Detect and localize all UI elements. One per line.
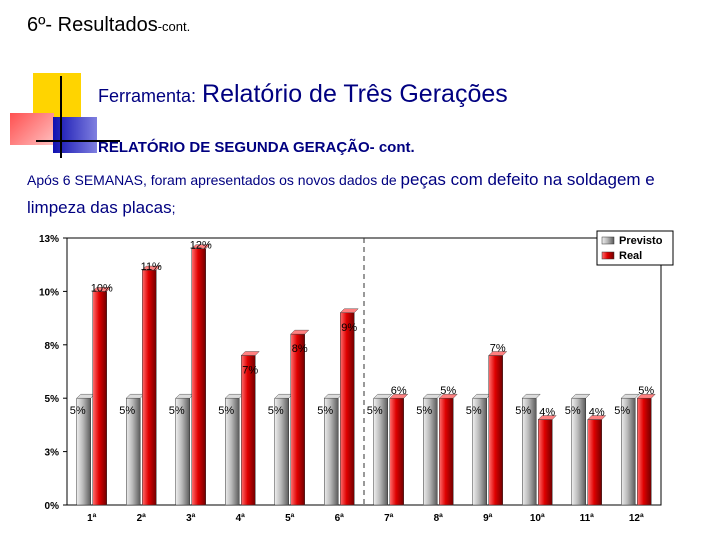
- y-tick-label: 3%: [45, 448, 60, 459]
- bar-previsto-top: [422, 393, 442, 399]
- data-label-previsto: 5%: [367, 405, 383, 417]
- legend-swatch: [601, 251, 615, 260]
- bar-real: [637, 397, 652, 506]
- bar-real-top: [339, 308, 359, 313]
- data-label-previsto: 5%: [317, 405, 333, 417]
- data-label-real: 4%: [539, 407, 555, 419]
- data-label-real: 6%: [391, 385, 407, 397]
- y-tick-label: 13%: [39, 234, 59, 245]
- description-part-1: Após 6 SEMANAS, foram apresentados os no…: [27, 172, 401, 188]
- bar-real: [488, 355, 503, 506]
- y-tick-label: 10%: [39, 287, 59, 298]
- y-tick-label: 5%: [45, 394, 60, 405]
- bar-real-top: [587, 415, 607, 420]
- tool-line: Ferramenta: Relatório de Três Gerações: [98, 80, 508, 109]
- bar-real-top: [92, 287, 112, 292]
- data-label-previsto: 5%: [565, 405, 581, 417]
- bar-real: [587, 419, 602, 506]
- legend-box: [596, 230, 674, 266]
- legend-swatch: [601, 236, 615, 245]
- y-tick-label: 0%: [45, 501, 60, 512]
- x-tick-label: 3ª: [186, 513, 196, 524]
- data-label-previsto: 5%: [218, 405, 234, 417]
- data-label-real: 7%: [242, 364, 258, 376]
- tool-name: Relatório de Três Gerações: [202, 80, 508, 108]
- bar-real: [538, 419, 553, 506]
- bar-previsto-top: [76, 393, 96, 399]
- bar-real-top: [389, 393, 409, 399]
- x-tick-label: 6ª: [335, 513, 345, 524]
- data-label-previsto: 5%: [268, 405, 284, 417]
- bar-real: [142, 269, 157, 506]
- section-subtitle: RELATÓRIO DE SEGUNDA GERAÇÃO- cont.: [98, 139, 415, 156]
- x-tick-label: 1ª: [87, 513, 97, 524]
- data-label-real: 4%: [589, 407, 605, 419]
- x-tick-label: 8ª: [434, 513, 444, 524]
- x-tick-label: 4ª: [236, 513, 246, 524]
- bar-real-top: [191, 244, 211, 249]
- bar-previsto-top: [472, 393, 492, 399]
- bar-previsto-top: [521, 393, 541, 399]
- bar-real-top: [636, 393, 656, 399]
- yellow-accent-square: [33, 73, 81, 119]
- description-part-3: ;: [171, 200, 176, 216]
- bar-previsto-top: [323, 393, 343, 399]
- data-label-real: 11%: [141, 261, 162, 273]
- bar-real-top: [438, 393, 458, 399]
- x-tick-label: 5ª: [285, 513, 295, 524]
- x-tick-label: 10ª: [530, 513, 545, 524]
- bar-real-top: [141, 265, 161, 271]
- bar-real: [92, 291, 107, 506]
- bar-previsto-top: [373, 393, 393, 399]
- accent-horizontal-line: [36, 140, 120, 142]
- bar-real-top: [240, 351, 260, 356]
- description-part-2: peças com defeito na soldagem e limpeza …: [27, 170, 655, 217]
- accent-vertical-line: [60, 76, 62, 158]
- slide-title-suffix: -cont.: [157, 19, 191, 34]
- data-label-previsto: 5%: [515, 405, 531, 417]
- bar-real: [389, 397, 404, 506]
- x-tick-label: 2ª: [137, 513, 147, 524]
- data-label-previsto: 5%: [169, 405, 185, 417]
- data-label-previsto: 5%: [70, 405, 86, 417]
- data-label-real: 5%: [638, 385, 654, 397]
- bar-previsto-top: [571, 393, 591, 399]
- data-label-real: 12%: [190, 240, 212, 252]
- bar-real: [191, 248, 206, 506]
- x-tick-label: 7ª: [384, 513, 394, 524]
- bar-real-top: [537, 415, 557, 420]
- data-label-real: 10%: [91, 282, 113, 294]
- x-tick-label: 9ª: [483, 513, 493, 524]
- data-label-previsto: 5%: [119, 405, 135, 417]
- bar-real: [241, 355, 256, 506]
- bar-previsto-top: [175, 393, 195, 399]
- bar-real: [340, 312, 355, 506]
- data-label-real: 9%: [341, 322, 357, 334]
- bar-previsto-top: [224, 393, 244, 399]
- legend-label-1: Real: [619, 250, 642, 262]
- description-text: Após 6 SEMANAS, foram apresentados os no…: [27, 166, 697, 222]
- y-tick-label: 8%: [45, 341, 60, 352]
- red-accent-square: [10, 113, 54, 145]
- data-label-real: 5%: [440, 385, 456, 397]
- data-label-previsto: 5%: [466, 405, 482, 417]
- tool-label: Ferramenta:: [98, 86, 197, 106]
- data-label-real: 7%: [490, 342, 506, 354]
- bar-real: [290, 333, 305, 506]
- x-tick-label: 11ª: [580, 513, 595, 524]
- bar-previsto-top: [274, 393, 294, 399]
- bar-real-top: [290, 329, 310, 335]
- legend-label-0: Previsto: [619, 235, 663, 247]
- data-label-real: 8%: [292, 343, 308, 355]
- bar-chart: 0% 3% 5% 8% 10% 13% 5% 10% 1ª 5% 11% 2ª 5% 12% 3ª 5% 7% 4…: [39, 230, 674, 524]
- bar-previsto-top: [125, 393, 145, 399]
- bar-real: [439, 397, 454, 506]
- data-label-previsto: 5%: [416, 405, 432, 417]
- slide-title: 6º- Resultados-cont.: [27, 14, 190, 37]
- bar-real-top: [488, 351, 508, 356]
- x-tick-label: 12ª: [629, 513, 644, 524]
- data-label-previsto: 5%: [614, 405, 630, 417]
- bar-previsto-top: [620, 393, 640, 399]
- slide-title-main: 6º- Resultados: [27, 14, 158, 36]
